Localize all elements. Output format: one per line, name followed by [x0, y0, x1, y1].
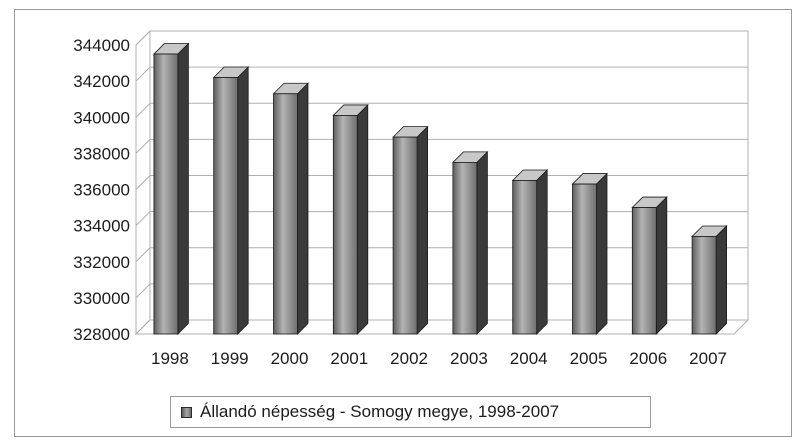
bar	[691, 224, 728, 335]
bar-front	[512, 180, 538, 335]
gridline-side	[135, 175, 151, 190]
bar-side	[596, 172, 608, 335]
y-tick-label: 328000	[73, 325, 130, 344]
y-tick-label: 330000	[73, 289, 130, 308]
bar-front	[691, 236, 717, 335]
y-tick-label: 338000	[73, 144, 130, 163]
legend-label: Állandó népesség - Somogy megye, 1998-20…	[200, 402, 560, 421]
bar-side	[536, 169, 548, 335]
y-tick-label: 342000	[73, 72, 130, 91]
bar	[571, 172, 608, 335]
bar	[212, 66, 250, 335]
gridline-side	[135, 247, 151, 263]
bar-front	[392, 136, 418, 335]
x-tick-label: 2003	[450, 349, 488, 368]
bar-side	[356, 103, 369, 335]
gridline-side	[135, 30, 151, 46]
bar	[451, 150, 489, 335]
legend-swatch	[181, 406, 192, 418]
x-tick-label: 2004	[510, 349, 548, 368]
x-tick-label: 2000	[271, 349, 309, 368]
bar-side	[237, 66, 249, 335]
y-tick-label: 336000	[73, 181, 130, 200]
gridline-side	[135, 211, 151, 226]
bar-front	[332, 115, 358, 335]
bar-side	[715, 224, 727, 335]
bar	[392, 125, 429, 335]
x-tick-label: 2001	[330, 349, 368, 368]
y-tick-label: 334000	[73, 217, 130, 236]
bar-front	[631, 207, 657, 335]
gridline-side	[135, 66, 151, 82]
gridline-side	[135, 102, 151, 118]
bar-side	[297, 82, 309, 335]
bar-front	[213, 77, 239, 335]
bar-side	[655, 196, 668, 335]
bar-front	[452, 162, 478, 335]
y-tick-label: 344000	[73, 36, 130, 55]
bar-front	[153, 53, 179, 335]
bar-front	[572, 183, 597, 335]
y-axis-tick-labels: 344000 342000 340000 338000 336000 334000 3320…	[73, 36, 130, 344]
x-tick-label: 2006	[629, 349, 667, 368]
gridline-side	[135, 139, 151, 154]
legend: Állandó népesség - Somogy megye, 1998-20…	[170, 396, 651, 428]
gridline-side	[135, 319, 151, 335]
y-tick-label: 332000	[73, 253, 130, 272]
bar-side	[416, 125, 429, 335]
gridline-side	[135, 283, 151, 299]
bars	[152, 42, 728, 335]
bar-side	[177, 42, 189, 335]
bar	[631, 196, 668, 335]
bar-side	[476, 150, 488, 335]
bar	[511, 169, 549, 335]
x-tick-label: 1998	[151, 349, 189, 368]
y-tick-label: 340000	[73, 108, 130, 127]
bar	[272, 82, 309, 335]
x-tick-label: 1999	[211, 349, 249, 368]
x-axis-tick-labels: 1998 1999 2000 2001 2002 2003 2004 2005 2006 2007	[151, 349, 727, 368]
x-tick-label: 2002	[390, 349, 428, 368]
bar	[332, 103, 369, 335]
x-tick-label: 2007	[689, 349, 727, 368]
bar-front	[273, 93, 298, 335]
x-tick-label: 2005	[570, 349, 608, 368]
bar	[152, 42, 190, 335]
